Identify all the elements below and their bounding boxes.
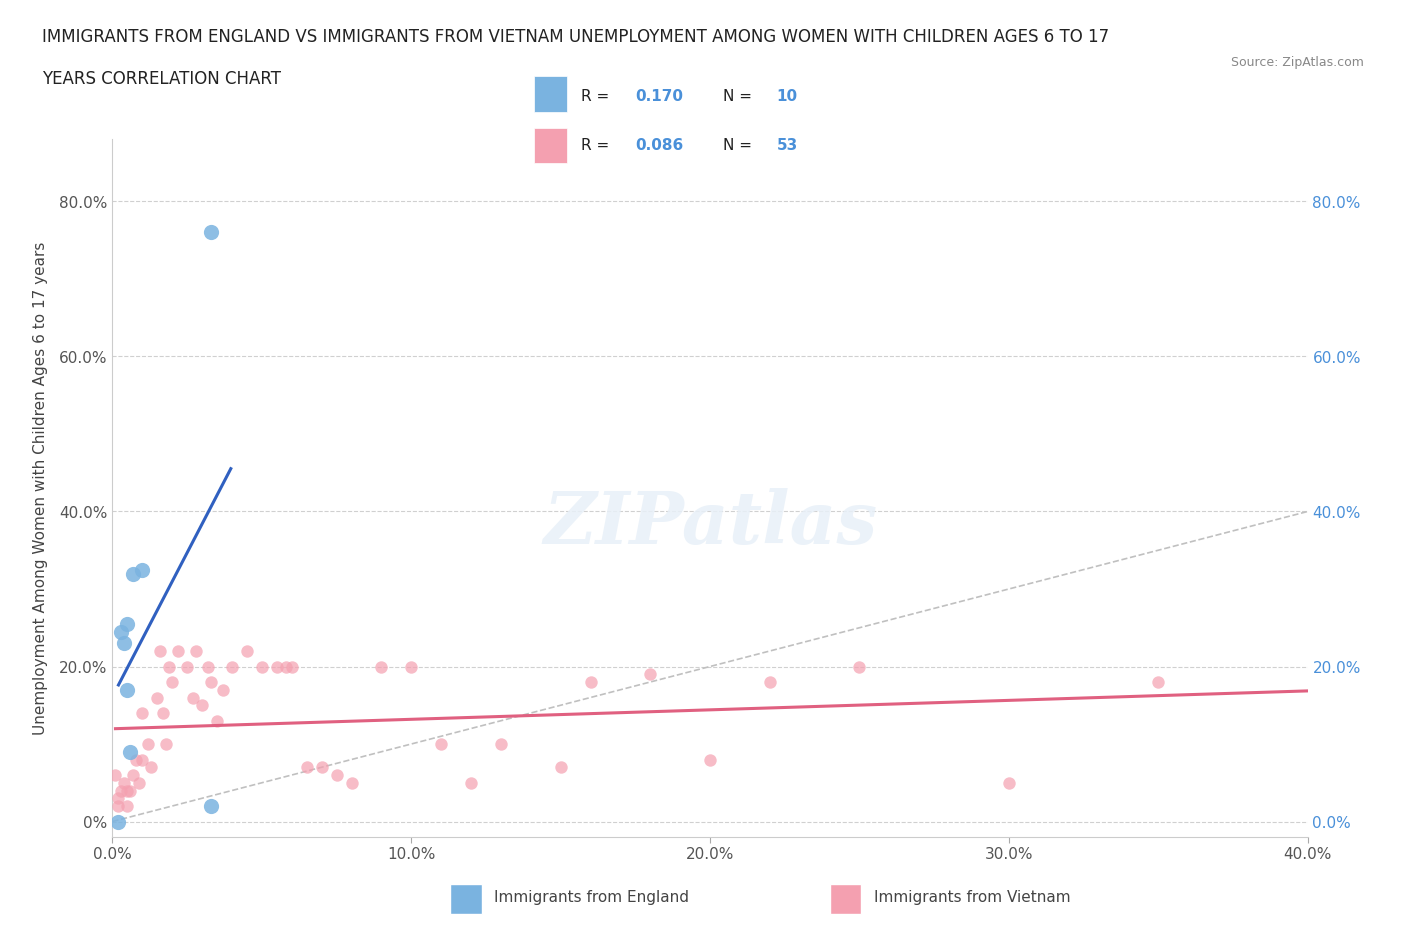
Point (370, 659, 392, 674)
Point (266, 659, 288, 674)
Point (157, 659, 180, 674)
Point (114, 776, 135, 790)
Point (131, 562, 153, 577)
Point (107, 799, 129, 814)
Point (250, 659, 273, 674)
Point (311, 760, 333, 775)
Point (131, 706, 153, 721)
Text: 0.170: 0.170 (636, 89, 683, 104)
Point (489, 737, 512, 751)
Text: ZIPatlas: ZIPatlas (543, 487, 877, 559)
Point (281, 659, 304, 674)
Text: 53: 53 (776, 138, 799, 153)
Point (200, 225, 222, 240)
Point (122, 566, 145, 581)
Point (699, 752, 721, 767)
Point (146, 690, 169, 705)
Point (221, 659, 243, 674)
Point (167, 644, 190, 658)
Point (430, 737, 453, 751)
Point (998, 776, 1021, 790)
Point (295, 760, 318, 775)
Point (340, 776, 363, 790)
Text: Source: ZipAtlas.com: Source: ZipAtlas.com (1230, 56, 1364, 69)
Text: 10: 10 (776, 89, 797, 104)
Point (162, 674, 183, 689)
Point (1147, 674, 1170, 689)
Point (107, 790, 129, 805)
Point (149, 644, 172, 658)
Point (107, 814, 129, 829)
Text: N =: N = (723, 138, 756, 153)
Point (191, 698, 214, 712)
Point (205, 713, 228, 728)
Text: R =: R = (581, 89, 614, 104)
Point (120, 783, 142, 798)
Point (181, 690, 204, 705)
Point (848, 659, 870, 674)
Point (104, 767, 127, 782)
Text: Immigrants from Vietnam: Immigrants from Vietnam (875, 890, 1070, 905)
Point (236, 644, 259, 658)
Point (152, 706, 174, 721)
Point (640, 667, 662, 682)
Point (125, 752, 148, 767)
Point (131, 752, 153, 767)
Point (274, 659, 297, 674)
Point (460, 776, 482, 790)
Point (117, 617, 139, 631)
Text: YEARS CORRELATION CHART: YEARS CORRELATION CHART (42, 70, 281, 87)
Point (200, 799, 222, 814)
Y-axis label: Unemployment Among Women with Children Ages 6 to 17 years: Unemployment Among Women with Children A… (32, 242, 48, 735)
Point (141, 760, 163, 775)
Point (401, 659, 423, 674)
FancyBboxPatch shape (830, 884, 860, 913)
Point (550, 760, 572, 775)
Point (212, 683, 235, 698)
Point (122, 767, 145, 782)
Text: 0.086: 0.086 (636, 138, 683, 153)
Text: IMMIGRANTS FROM ENGLAND VS IMMIGRANTS FROM VIETNAM UNEMPLOYMENT AMONG WOMEN WITH: IMMIGRANTS FROM ENGLAND VS IMMIGRANTS FR… (42, 28, 1109, 46)
FancyBboxPatch shape (534, 76, 568, 112)
FancyBboxPatch shape (534, 127, 568, 164)
Point (759, 674, 782, 689)
Point (138, 737, 160, 751)
Point (110, 783, 132, 798)
Point (117, 683, 139, 698)
Text: R =: R = (581, 138, 614, 153)
Point (117, 799, 139, 814)
Point (128, 776, 150, 790)
Text: Immigrants from England: Immigrants from England (495, 890, 689, 905)
Point (197, 659, 219, 674)
Point (155, 737, 177, 751)
Point (186, 644, 208, 658)
Point (200, 674, 222, 689)
Point (114, 636, 135, 651)
Point (579, 674, 602, 689)
Point (176, 659, 198, 674)
Text: N =: N = (723, 89, 756, 104)
Point (110, 624, 132, 639)
Point (117, 783, 139, 798)
FancyBboxPatch shape (450, 884, 482, 913)
Point (120, 744, 142, 759)
Point (325, 767, 347, 782)
